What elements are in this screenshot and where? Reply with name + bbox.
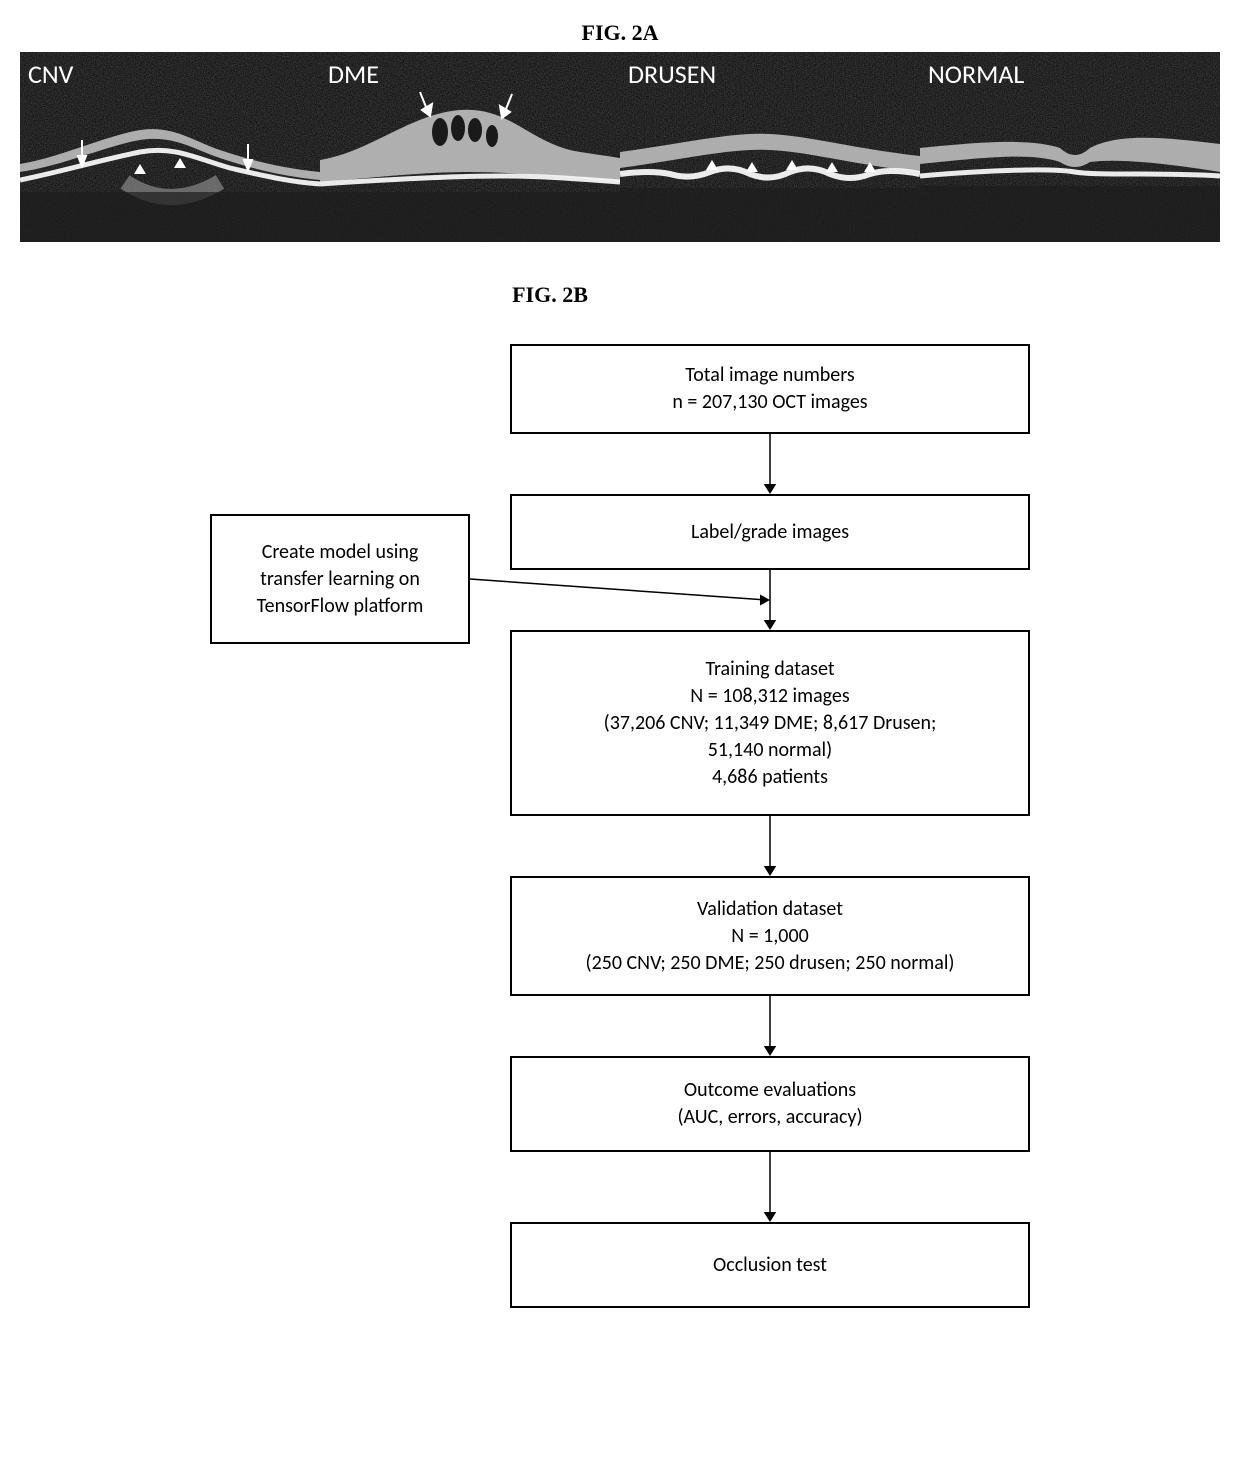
flow-box-validation: Validation datasetN = 1,000(250 CNV; 250… bbox=[510, 876, 1030, 996]
fig2b-flowchart: Total image numbersn = 207,130 OCT image… bbox=[170, 314, 1070, 1324]
flow-box-transfer: Create model usingtransfer learning onTe… bbox=[210, 514, 470, 644]
flow-box-line: (AUC, errors, accuracy) bbox=[677, 1104, 862, 1131]
flow-box-line: transfer learning on bbox=[260, 566, 420, 593]
flow-arrow-side bbox=[470, 572, 774, 621]
oct-label: CNV bbox=[28, 58, 73, 90]
flow-box-line: 4,686 patients bbox=[712, 764, 828, 791]
flow-arrow bbox=[760, 816, 780, 876]
flow-box-line: N = 1,000 bbox=[731, 923, 808, 950]
flow-box-outcome: Outcome evaluations(AUC, errors, accurac… bbox=[510, 1056, 1030, 1152]
flow-box-line: Validation dataset bbox=[697, 896, 843, 923]
fig2a-image-strip: CNV DME bbox=[20, 52, 1220, 242]
flow-arrow bbox=[760, 996, 780, 1056]
flow-box-line: n = 207,130 OCT images bbox=[672, 389, 867, 416]
flow-box-line: Create model using bbox=[262, 539, 419, 566]
flow-arrow bbox=[760, 434, 780, 494]
flow-box-line: TensorFlow platform bbox=[257, 593, 424, 620]
oct-panel-dme: DME bbox=[320, 52, 620, 242]
flow-box-line: N = 108,312 images bbox=[690, 683, 849, 710]
flow-box-total: Total image numbersn = 207,130 OCT image… bbox=[510, 344, 1030, 434]
fig2b-title: FIG. 2B bbox=[0, 282, 1220, 308]
flow-box-line: (250 CNV; 250 DME; 250 drusen; 250 norma… bbox=[586, 950, 955, 977]
flow-box-line: (37,206 CNV; 11,349 DME; 8,617 Drusen; bbox=[604, 710, 937, 737]
flow-box-label: Label/grade images bbox=[510, 494, 1030, 570]
oct-label: DME bbox=[328, 58, 379, 90]
flow-box-line: Training dataset bbox=[705, 656, 834, 683]
oct-panel-normal: NORMAL bbox=[920, 52, 1220, 242]
flow-box-line: Outcome evaluations bbox=[684, 1077, 856, 1104]
oct-panel-cnv: CNV bbox=[20, 52, 320, 242]
flow-box-occlusion: Occlusion test bbox=[510, 1222, 1030, 1308]
oct-panel-drusen: DRUSEN bbox=[620, 52, 920, 242]
flow-arrow bbox=[760, 1152, 780, 1222]
oct-label: NORMAL bbox=[928, 58, 1024, 90]
flow-box-line: Total image numbers bbox=[685, 362, 854, 389]
flow-box-line: Occlusion test bbox=[713, 1252, 827, 1279]
flow-box-line: Label/grade images bbox=[691, 519, 849, 546]
flow-box-training: Training datasetN = 108,312 images(37,20… bbox=[510, 630, 1030, 816]
flow-box-line: 51,140 normal) bbox=[708, 737, 832, 764]
fig2a-title: FIG. 2A bbox=[20, 20, 1220, 46]
oct-label: DRUSEN bbox=[628, 58, 716, 90]
